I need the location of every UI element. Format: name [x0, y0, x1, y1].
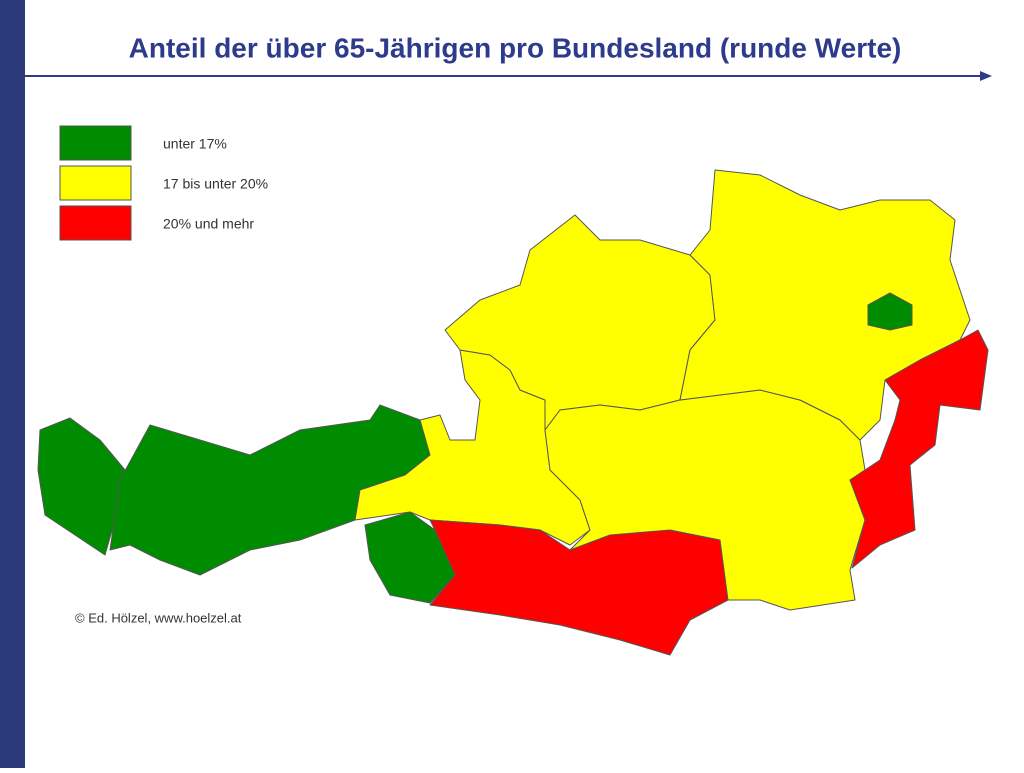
map — [37, 169, 989, 656]
legend-swatch — [59, 205, 132, 241]
legend-label: unter 17% — [163, 136, 227, 152]
legend: unter 17% 17 bis unter 20% 20% und mehr — [59, 125, 268, 241]
copyright: © Ed. Hölzel, www.hoelzel.at — [75, 610, 242, 625]
region-carinthia — [429, 519, 729, 656]
title: Anteil der über 65-Jährigen pro Bundesla… — [129, 32, 902, 63]
region-vorarlberg — [37, 417, 126, 556]
region-burgenland — [849, 329, 989, 569]
legend-label: 20% und mehr — [163, 216, 254, 232]
legend-label: 17 bis unter 20% — [163, 176, 268, 192]
side-bar — [0, 0, 25, 768]
title-arrow — [980, 71, 992, 81]
legend-swatch — [59, 165, 132, 201]
legend-swatch — [59, 125, 132, 161]
region-vienna — [867, 292, 913, 331]
region-east-tirol — [364, 511, 456, 604]
